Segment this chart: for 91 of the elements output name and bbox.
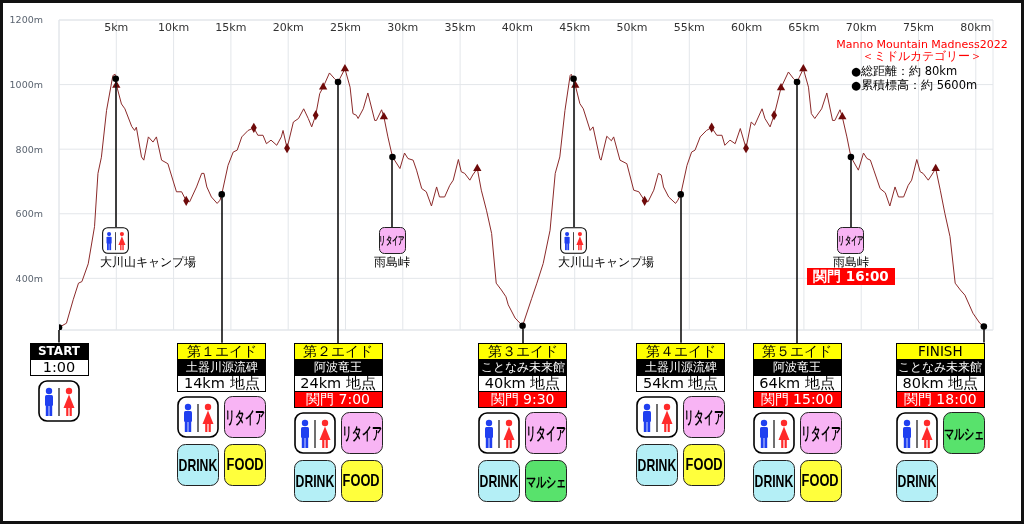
x-tick-label: 5km xyxy=(104,20,129,34)
point xyxy=(389,153,396,161)
point xyxy=(799,63,808,72)
y-tick-label: 1200m xyxy=(9,14,43,26)
text: リタイア xyxy=(684,407,724,427)
x-tick-label: 70km xyxy=(845,20,877,34)
x-tick-label: 45km xyxy=(559,20,591,34)
text: リタイア xyxy=(526,423,566,443)
text: DRINK xyxy=(637,455,677,475)
x-tick-label: 50km xyxy=(616,20,648,34)
text: ＜ミドルカテゴリー＞ xyxy=(862,49,982,63)
annotation: 第１エイド xyxy=(177,343,267,360)
annotation: 第２エイド xyxy=(293,343,383,360)
text: FOOD xyxy=(802,472,840,489)
text: ことなみ未来館 xyxy=(895,359,985,376)
y-tick-label: 600m xyxy=(15,208,43,220)
point xyxy=(340,63,350,72)
x-tick-label: 15km xyxy=(215,20,247,34)
point xyxy=(776,83,786,91)
text: DRINK xyxy=(754,471,793,491)
text: 24km 地点 xyxy=(293,375,383,392)
point xyxy=(318,82,328,90)
text: マルシェ xyxy=(525,472,567,490)
text: FOOD xyxy=(226,456,264,473)
text: DRINK xyxy=(479,471,519,491)
annotation: START xyxy=(29,343,89,360)
text: 80km 地点 xyxy=(895,375,985,392)
text: 関門 18:00 xyxy=(895,391,985,408)
text: DRINK xyxy=(178,455,218,475)
point xyxy=(793,78,801,86)
x-tick-label: 10km xyxy=(158,20,190,34)
point xyxy=(379,112,389,120)
text: 関門 15:00 xyxy=(752,391,842,408)
x-tick-label: 80km xyxy=(960,20,992,34)
annotation: 第３エイド xyxy=(478,343,568,360)
text: 14km 地点 xyxy=(177,375,267,392)
x-tick-label: 35km xyxy=(444,20,476,34)
y-tick-label: 800m xyxy=(15,143,43,155)
x-tick-label: 75km xyxy=(902,20,935,34)
text: FOOD xyxy=(343,472,381,489)
text: マルシェ xyxy=(943,424,985,442)
y-tick-label: 1000m xyxy=(9,78,43,90)
annotation: リタイア xyxy=(838,234,864,247)
point xyxy=(931,163,940,171)
annotation: ●総距離：約 80km xyxy=(851,64,958,78)
text: DRINK xyxy=(897,471,937,491)
text: 関門 9:30 xyxy=(478,391,568,408)
point xyxy=(334,78,342,86)
point xyxy=(112,75,120,83)
text: リタイア xyxy=(800,423,841,443)
annotation: 雨島峠 xyxy=(374,255,411,269)
text: 関門 7:00 xyxy=(293,391,383,408)
point xyxy=(218,191,226,198)
text: リタイア xyxy=(225,407,265,427)
text: 1:00 xyxy=(29,359,89,376)
annotation: ●累積標高：約 5600m xyxy=(851,78,978,92)
annotation: 第４エイド xyxy=(636,343,726,360)
point xyxy=(838,112,847,120)
y-tick-label: 400m xyxy=(15,272,43,284)
point xyxy=(519,322,526,330)
text: 40km 地点 xyxy=(478,375,568,392)
text: 阿波竜王 xyxy=(752,359,842,376)
text: 64km 地点 xyxy=(752,375,842,392)
annotation: FINISH xyxy=(895,343,985,360)
text: 土器川源流碑 xyxy=(636,359,726,376)
annotation: 大川山キャンプ場 xyxy=(100,255,197,269)
annotation: 雨島峠 xyxy=(832,255,869,269)
point xyxy=(980,323,988,330)
x-tick-label: 40km xyxy=(501,20,533,34)
annotation: リタイア xyxy=(379,234,406,247)
text: Manno Mountain Madness2022 xyxy=(836,38,1008,51)
x-tick-label: 60km xyxy=(731,20,763,34)
text: FOOD xyxy=(685,456,723,473)
text: DRINK xyxy=(295,471,334,491)
text: ことなみ未来館 xyxy=(478,359,568,376)
x-tick-label: 20km xyxy=(272,20,304,34)
annotation: 関門 16:00 xyxy=(806,268,895,285)
point xyxy=(677,191,684,198)
annotation: 大川山キャンプ場 xyxy=(558,255,655,269)
text: 54km 地点 xyxy=(636,375,726,392)
text: 土器川源流碑 xyxy=(177,359,267,376)
point xyxy=(570,75,577,83)
text: 阿波竜王 xyxy=(293,359,383,376)
x-tick-label: 65km xyxy=(788,20,820,34)
x-tick-label: 25km xyxy=(329,20,362,34)
x-tick-label: 30km xyxy=(387,20,419,34)
point xyxy=(847,153,855,161)
text: リタイア xyxy=(341,423,382,443)
annotation: 第５エイド xyxy=(752,343,842,360)
point xyxy=(473,163,482,171)
x-tick-label: 55km xyxy=(673,20,705,34)
